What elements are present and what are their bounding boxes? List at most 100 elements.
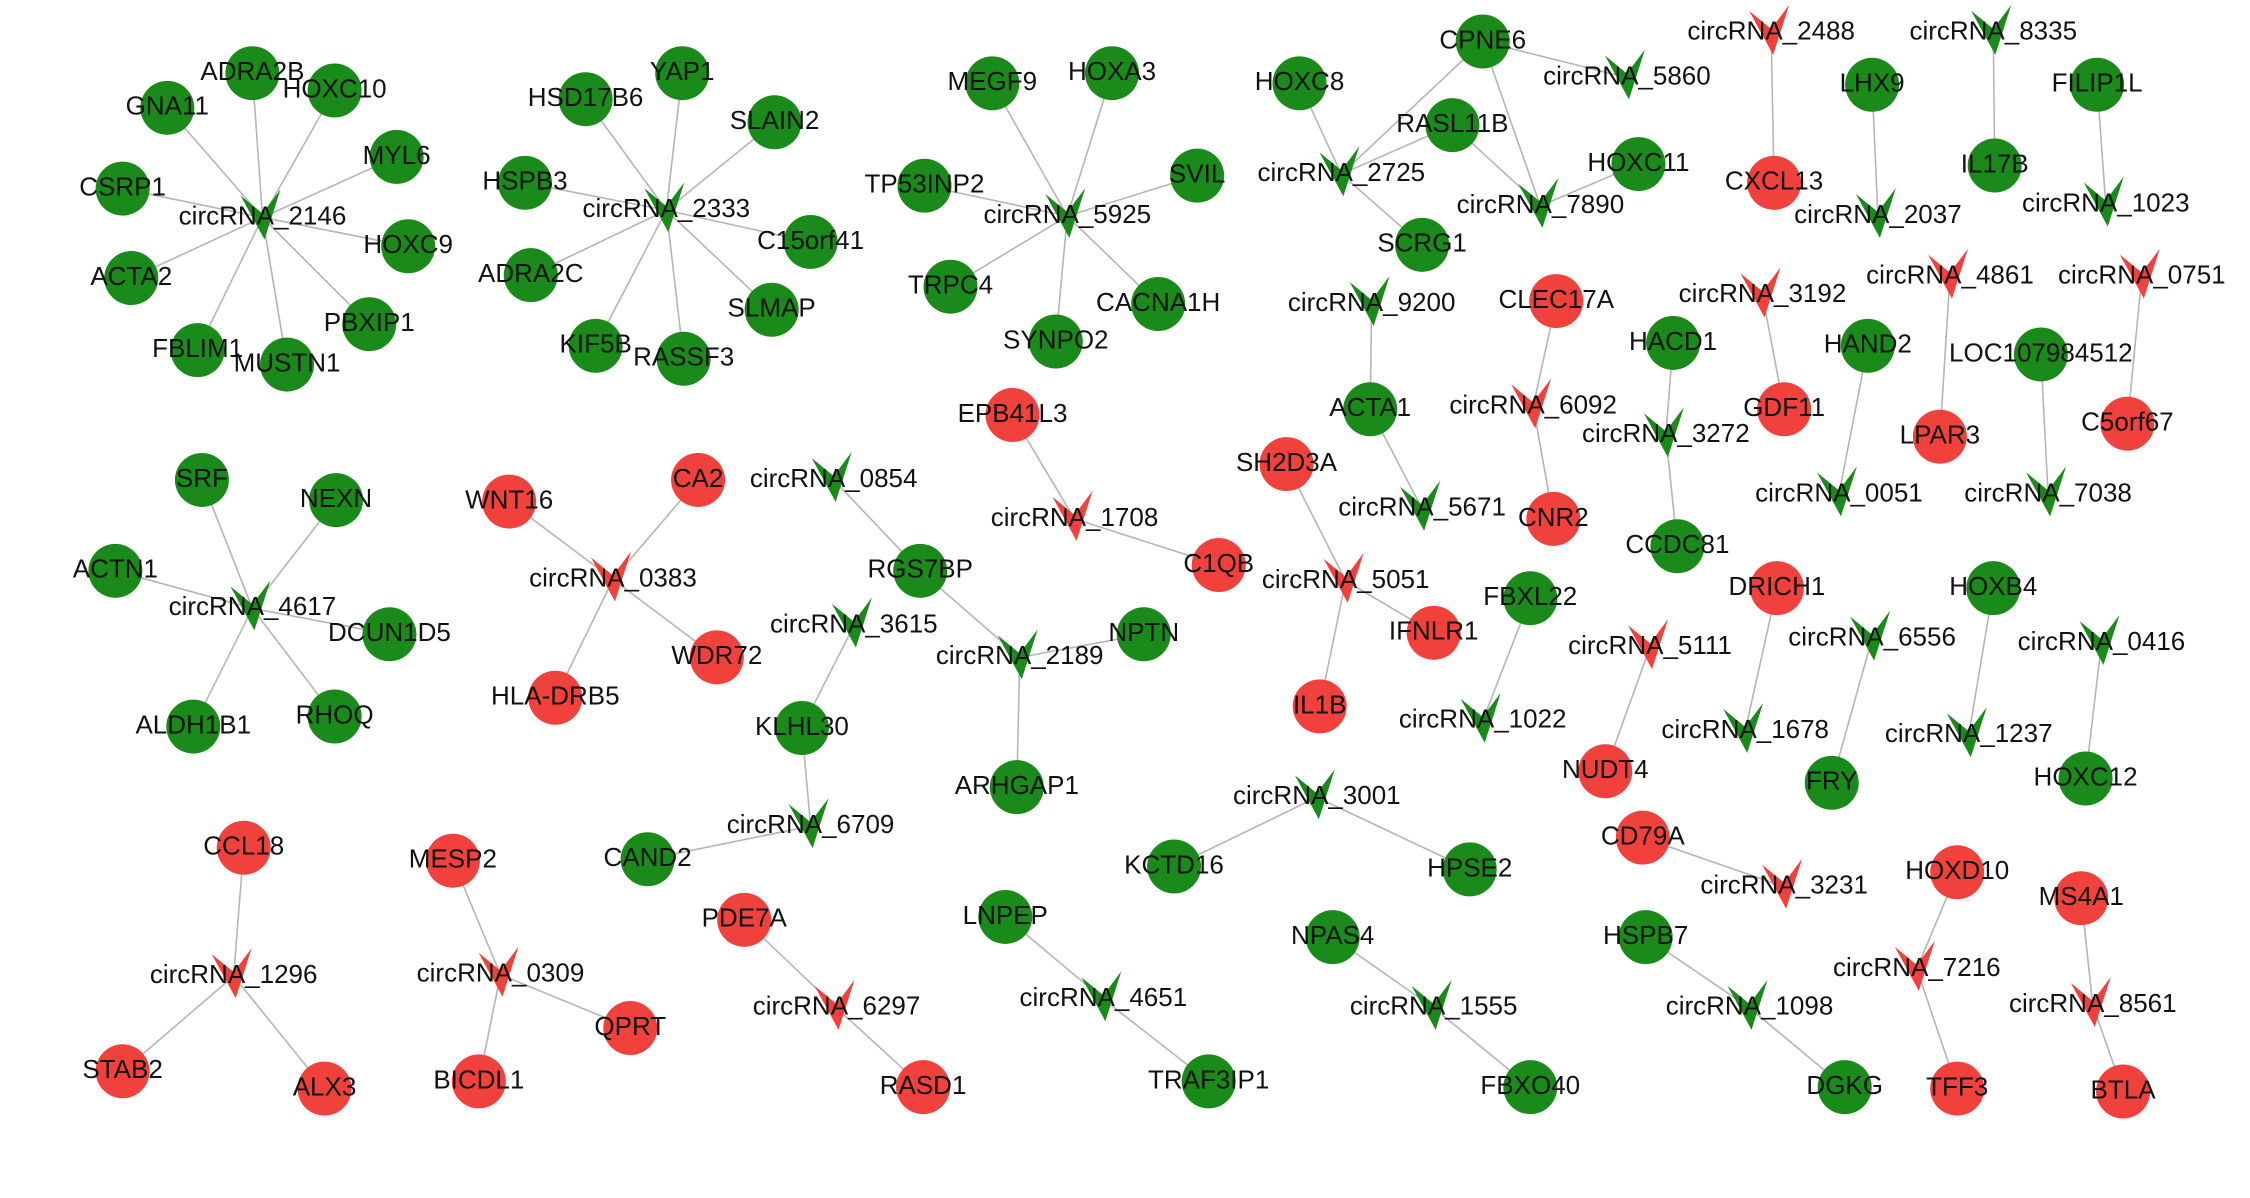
circrna-marker (1850, 610, 1891, 661)
node-label: BICDL1 (433, 1064, 524, 1094)
node-label: circRNA_3615 (770, 609, 938, 639)
node-label: RHOQ (296, 699, 374, 729)
gene-node (1646, 315, 1701, 370)
gene-node (1817, 1060, 1872, 1115)
node-label: KIF5B (560, 329, 632, 359)
node-label: ADRA2C (478, 258, 583, 288)
node-label: MUSTN1 (234, 347, 341, 377)
circrna-marker (1740, 267, 1781, 318)
node-label: MEGF9 (948, 66, 1038, 96)
gene-node (1840, 318, 1895, 373)
node-label: ACTA1 (1329, 392, 1411, 422)
circrna-marker (1723, 702, 1764, 753)
node-label: GDF11 (1743, 392, 1825, 422)
gene-node (2013, 327, 2068, 382)
node-label: circRNA_0751 (2058, 259, 2226, 289)
node-label: YAP1 (650, 56, 715, 86)
node-label: HOXC9 (363, 229, 453, 259)
node-label: SCRG1 (1377, 228, 1467, 258)
gene-node (482, 474, 537, 529)
gene-node (1804, 755, 1859, 810)
node-label: HACD1 (1629, 326, 1717, 356)
node-label: HOXD10 (1905, 855, 2009, 885)
node-label: CA2 (673, 463, 724, 493)
gene-node (1455, 14, 1510, 69)
node-label: BTLA (2091, 1074, 2157, 1104)
gene-node (1116, 607, 1171, 662)
gene-node (1503, 571, 1558, 626)
circrna-marker (997, 629, 1038, 680)
node-label: NUDT4 (1562, 754, 1649, 784)
node-label: SH2D3A (1236, 447, 1338, 477)
node-label: SVIL (1169, 159, 1225, 189)
circrna-marker (1349, 276, 1390, 326)
gene-node (965, 56, 1020, 111)
gene-node (783, 214, 838, 269)
gene-node (2100, 396, 2155, 451)
gene-node (568, 318, 623, 373)
circrna-marker (1749, 4, 1790, 55)
node-label: NEXN (300, 483, 372, 513)
node-label: HOXC10 (283, 73, 387, 103)
node-label: HOXC12 (2034, 761, 2138, 791)
node-label: NPAS4 (1291, 920, 1374, 950)
gene-node (655, 46, 710, 101)
node-label: circRNA_0309 (417, 958, 585, 988)
edge (647, 825, 811, 861)
node-label: circRNA_1678 (1661, 714, 1829, 744)
node-label: circRNA_5051 (1262, 564, 1430, 594)
node-label: circRNA_1098 (1666, 991, 1834, 1021)
circrna-marker (1894, 940, 1935, 991)
gene-node (216, 820, 271, 875)
gene-node (1757, 382, 1812, 437)
node-label: circRNA_4861 (1866, 259, 2034, 289)
node-label: HLA-DRB5 (491, 681, 620, 711)
node-label: CD79A (1601, 821, 1685, 851)
gene-node (923, 259, 978, 314)
node-label: CLEC17A (1498, 284, 1614, 314)
node-label: FBXO40 (1480, 1070, 1580, 1100)
node-label: circRNA_0416 (2018, 626, 2186, 656)
node-label: STAB2 (82, 1054, 162, 1084)
circrna-marker (2070, 976, 2111, 1027)
node-label: circRNA_2189 (936, 640, 1104, 670)
edge (1316, 796, 1471, 871)
node-label: HSD17B6 (528, 82, 644, 112)
node-label: LPAR3 (1900, 420, 1980, 450)
gene-node (1845, 57, 1900, 112)
node-label: PDE7A (702, 903, 788, 933)
circrna-marker (1946, 707, 1987, 758)
circrna-marker (1460, 692, 1501, 743)
gene-node (170, 323, 225, 378)
gene-node (2058, 751, 2113, 806)
node-label: circRNA_4617 (169, 591, 337, 621)
gene-node (503, 248, 558, 303)
circrna-marker (240, 189, 281, 240)
node-label: circRNA_6297 (753, 991, 921, 1021)
gene-node (498, 155, 552, 210)
gene-node (656, 331, 711, 386)
gene-node (1749, 561, 1804, 616)
gene-node (774, 701, 829, 756)
gene-node (1259, 437, 1314, 492)
gene-node (297, 1061, 352, 1116)
nodes (88, 4, 2160, 1119)
circrna-marker (230, 580, 271, 631)
gene-node (620, 832, 675, 887)
node-label: RASL11B (1396, 108, 1508, 138)
node-label: circRNA_1555 (1350, 991, 1518, 1021)
gene-node (893, 543, 948, 598)
node-label: circRNA_6556 (1788, 621, 1956, 651)
gene-node (528, 670, 583, 725)
circrna-marker (1628, 619, 1668, 670)
node-label: circRNA_0051 (1755, 477, 1923, 507)
node-label: LHX9 (1840, 68, 1905, 98)
circrna-marker (1511, 378, 1552, 429)
gene-node (1618, 910, 1673, 965)
node-label: circRNA_0383 (529, 562, 697, 592)
gene-node (1131, 277, 1186, 331)
node-label: QPRT (594, 1011, 666, 1041)
node-label: CPNE6 (1439, 24, 1526, 54)
circrna-marker (644, 182, 685, 233)
circrna-marker (211, 948, 252, 999)
